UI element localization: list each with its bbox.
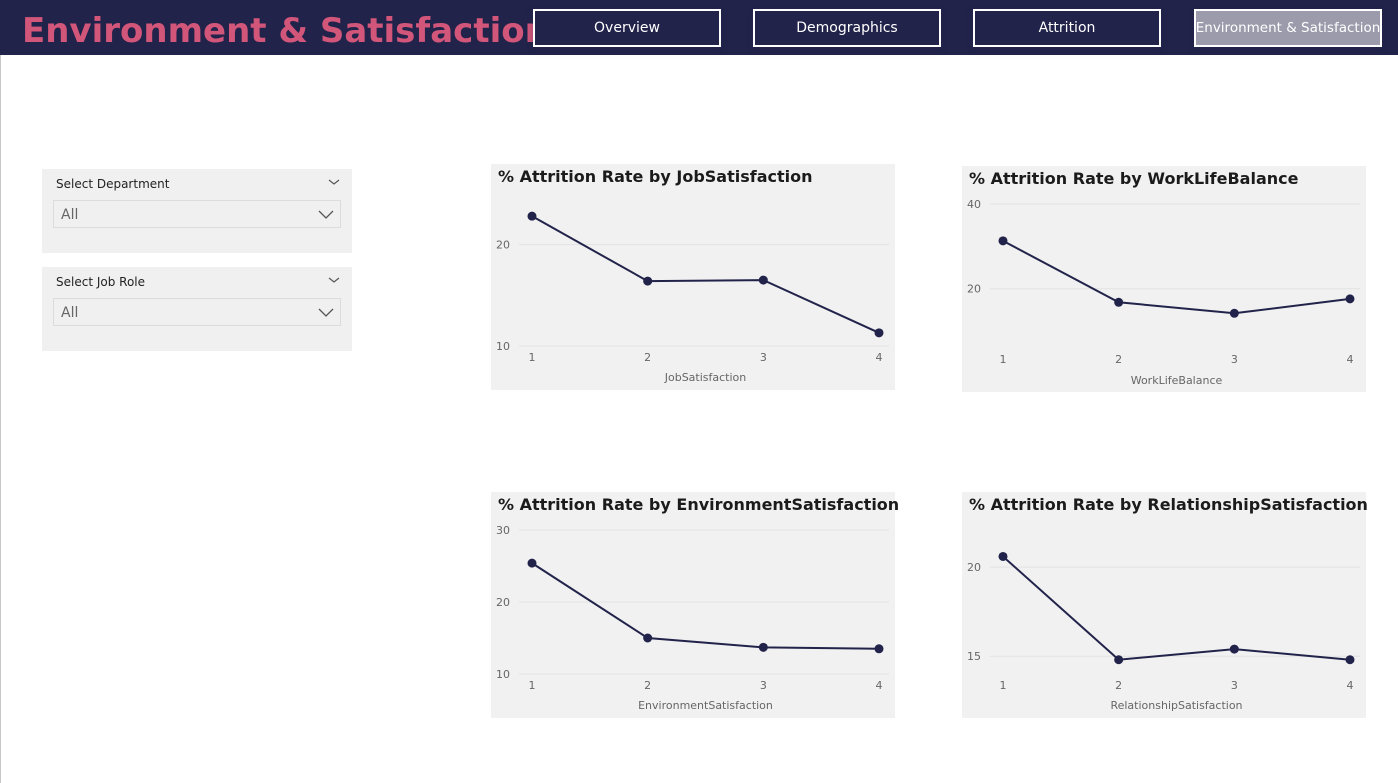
y-tick-label: 20 [496,239,510,252]
y-tick-label: 20 [967,561,981,574]
x-tick-label: 2 [1115,353,1122,366]
environment-satisfaction-chart-svg: 10 20 30 1 2 3 4 EnvironmentSatisfaction [496,524,889,712]
y-tick-label: 10 [496,668,510,681]
data-point[interactable] [874,644,884,654]
x-tick-label: 1 [1000,353,1007,366]
series-line [1002,555,1351,661]
x-axis-label: JobSatisfaction [664,371,747,384]
x-tick-label: 3 [760,679,767,692]
data-point[interactable] [1345,294,1355,304]
data-point[interactable] [527,211,537,221]
data-point[interactable] [998,236,1008,246]
job-role-dropdown[interactable]: All [53,298,341,326]
data-point[interactable] [643,276,653,286]
x-tick-label: 4 [1347,353,1354,366]
relationship-satisfaction-chart: 15 20 1 2 3 4 RelationshipSatisfaction % Attri… [962,492,1368,718]
y-tick-label: 20 [967,283,981,296]
nav-button-demographics[interactable]: Demographics [753,9,941,47]
job-role-dropdown-value: All [61,305,79,321]
data-point[interactable] [527,558,537,568]
x-tick-label: 4 [1347,679,1354,692]
department-dropdown[interactable]: All [53,200,341,228]
chevron-down-icon [318,308,334,317]
work-life-balance-chart-svg: 20 40 1 2 3 4 WorkLifeBalance [967,198,1360,387]
data-point[interactable] [1229,308,1239,318]
x-tick-label: 4 [876,351,883,364]
series-line [531,562,880,650]
data-point[interactable] [758,275,768,285]
chart-title: % Attrition Rate by WorkLifeBalance [969,169,1299,188]
job-role-slicer-label: Select Job Role [56,275,146,289]
x-tick-label: 1 [529,351,536,364]
nav-button-overview[interactable]: Overview [533,9,721,47]
page-title: Environment & Satisfaction [22,11,549,51]
chart-title: % Attrition Rate by JobSatisfaction [498,167,813,186]
x-axis-label: EnvironmentSatisfaction [638,699,773,712]
chevron-down-icon[interactable] [328,177,340,187]
x-tick-label: 1 [529,679,536,692]
job-role-slicer: Select Job Role All [42,267,352,351]
x-tick-label: 2 [1115,679,1122,692]
y-tick-label: 40 [967,198,981,211]
data-point[interactable] [1114,297,1124,307]
x-axis-label: RelationshipSatisfaction [1110,699,1242,712]
y-tick-label: 10 [496,340,510,353]
department-dropdown-value: All [61,207,79,223]
environment-satisfaction-chart: 10 20 30 1 2 3 4 EnvironmentSatisfaction % Attr… [491,492,899,718]
header-bar: Environment & Satisfaction Overview Demo… [0,0,1398,55]
data-point[interactable] [1229,644,1239,654]
relationship-satisfaction-chart-svg: 15 20 1 2 3 4 RelationshipSatisfaction [967,551,1360,712]
chart-title: % Attrition Rate by RelationshipSatisfac… [969,495,1368,514]
y-tick-label: 30 [496,524,510,537]
data-point[interactable] [998,551,1008,561]
y-tick-label: 15 [967,650,981,663]
page-left-border [0,55,1,783]
data-point[interactable] [874,328,884,338]
x-tick-label: 3 [1231,353,1238,366]
y-tick-label: 20 [496,596,510,609]
data-point[interactable] [643,633,653,643]
x-tick-label: 2 [644,351,651,364]
x-tick-label: 1 [1000,679,1007,692]
department-slicer: Select Department All [42,169,352,253]
series-line [1002,239,1351,315]
chart-title: % Attrition Rate by EnvironmentSatisfact… [498,495,900,514]
work-life-balance-chart: 20 40 1 2 3 4 WorkLifeBalance % Attrition Rate… [962,166,1366,392]
data-point[interactable] [1345,655,1355,665]
x-tick-label: 2 [644,679,651,692]
x-tick-label: 4 [876,679,883,692]
data-point[interactable] [1114,655,1124,665]
x-tick-label: 3 [760,351,767,364]
data-point[interactable] [758,642,768,652]
department-slicer-label: Select Department [56,177,170,191]
job-satisfaction-chart: 10 20 1 2 3 4 JobSatisfaction % Attrition Rate… [491,164,895,390]
series-line [531,215,880,334]
x-tick-label: 3 [1231,679,1238,692]
chevron-down-icon[interactable] [328,275,340,285]
nav-button-attrition[interactable]: Attrition [973,9,1161,47]
nav-button-environment-satisfaction[interactable]: Environment & Satisfaction [1194,9,1382,47]
x-axis-label: WorkLifeBalance [1131,374,1223,387]
chevron-down-icon [318,210,334,219]
job-satisfaction-chart-svg: 10 20 1 2 3 4 JobSatisfaction [496,211,889,384]
